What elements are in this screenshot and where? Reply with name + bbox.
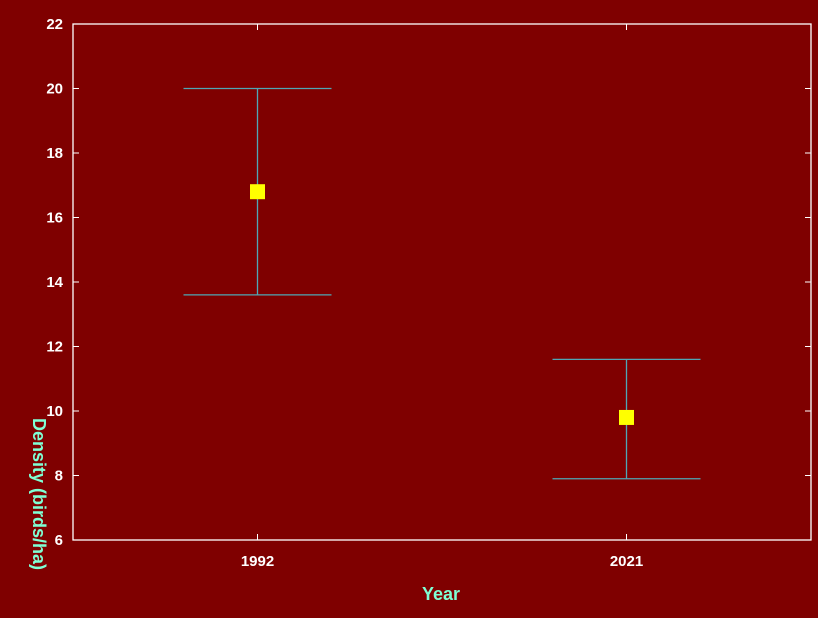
x-tick-label: 2021 [610,553,643,570]
x-axis-title: Year [422,584,460,604]
y-axis: 6 8 10 12 14 16 18 20 22 [46,16,811,549]
y-tick-label: 16 [46,210,63,227]
data-markers [250,184,634,425]
error-bars [183,87,701,480]
data-point [250,184,265,200]
y-tick-label: 12 [46,339,63,356]
y-tick-label: 18 [46,145,63,162]
y-axis-title: Density (birds/ha) [29,418,49,570]
y-tick-label: 8 [55,468,63,485]
y-tick-label: 14 [46,274,63,291]
y-tick-label: 20 [46,81,63,98]
y-tick-label: 10 [46,403,63,420]
data-point [619,409,634,425]
x-axis: 1992 2021 [241,24,643,570]
x-tick-label: 1992 [241,553,274,570]
y-tick-label: 22 [46,16,63,33]
y-tick-label: 6 [55,532,63,549]
